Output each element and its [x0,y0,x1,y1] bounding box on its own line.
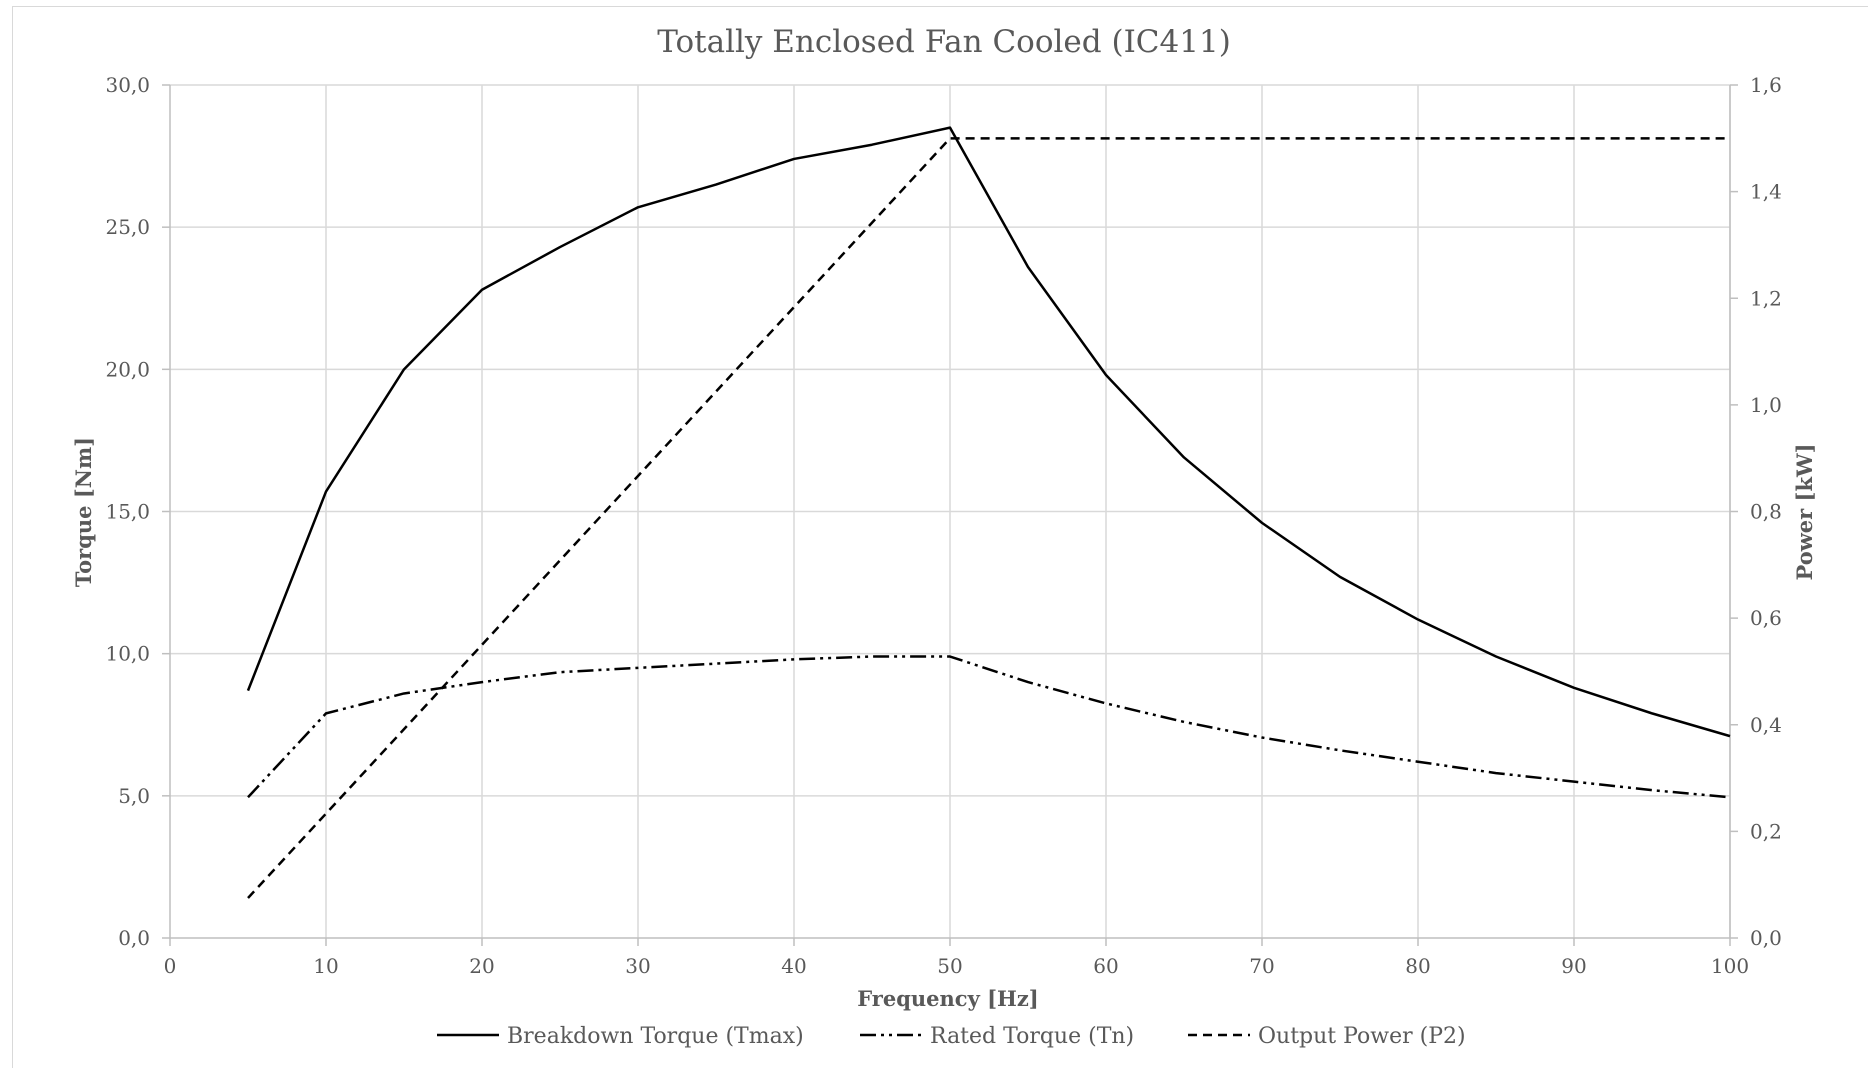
y2-tick-label: 0,0 [1750,926,1782,950]
legend-label-breakdown-torque-tmax: Breakdown Torque (Tmax) [507,1024,804,1049]
x-axis-title: Frequency [Hz] [857,986,1038,1011]
x-tick-label: 30 [625,954,650,978]
chart-frame [12,6,1868,1068]
y-tick-label: 25,0 [105,215,150,239]
y2-tick-label: 1,6 [1750,73,1782,97]
series-line-rated-torque-tn [247,655,1731,799]
x-tick-label: 80 [1405,954,1430,978]
y-tick-label: 0,0 [118,926,150,950]
x-tick-label: 100 [1711,954,1749,978]
x-tick-label: 90 [1561,954,1586,978]
series-line-output-power-p2 [247,137,1730,899]
legend-label-output-power-p2: Output Power (P2) [1258,1024,1466,1049]
y-tick-label: 10,0 [105,642,150,666]
x-tick-label: 70 [1249,954,1274,978]
x-tick-label: 60 [1093,954,1118,978]
y2-tick-label: 1,4 [1750,180,1782,204]
y2-axis-title: Power [kW] [1792,443,1817,580]
y-tick-label: 15,0 [105,500,150,524]
y2-tick-label: 0,4 [1750,713,1782,737]
y2-tick-label: 0,6 [1750,606,1782,630]
x-tick-label: 20 [469,954,494,978]
x-tick-label: 50 [937,954,962,978]
series-layer [246,126,1731,899]
y2-tick-label: 1,0 [1750,393,1782,417]
y2-tick-label: 0,8 [1750,500,1782,524]
axis-layer: 0 10 20 30 40 50 60 70 80 90 1000,05,010,015,020,0… [105,73,1781,978]
y-tick-label: 20,0 [105,357,150,381]
x-tick-label: 40 [781,954,806,978]
legend-label-rated-torque-tn: Rated Torque (Tn) [930,1024,1134,1049]
legend: Breakdown Torque (Tmax) Rated Torque (Tn)… [437,1024,1466,1049]
y-tick-label: 30,0 [105,73,150,97]
series-line-breakdown-torque-tmax [246,126,1731,738]
y2-tick-label: 1,2 [1750,286,1782,310]
grid-layer [170,84,1731,938]
x-tick-label: 10 [313,954,338,978]
x-tick-label: 0 [164,954,177,978]
y2-tick-label: 0,2 [1750,819,1782,843]
y-axis-title: Torque [Nm] [71,437,96,587]
chart-title: Totally Enclosed Fan Cooled (IC411) [657,24,1231,60]
y-tick-label: 5,0 [118,784,150,808]
